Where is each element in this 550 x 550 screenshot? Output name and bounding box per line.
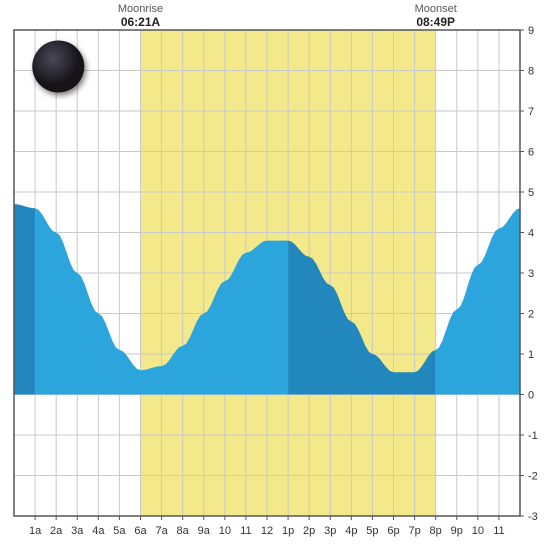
y-tick-label: -3 (528, 511, 538, 523)
x-tick-label: 4a (92, 525, 105, 537)
y-tick-label: 7 (528, 106, 534, 118)
y-tick-label: -2 (528, 471, 538, 483)
x-tick-label: 1a (29, 525, 42, 537)
y-tick-label: 2 (528, 309, 534, 321)
x-tick-label: 8p (430, 525, 442, 537)
moon-icon (32, 40, 84, 92)
x-tick-label: 6p (387, 525, 399, 537)
chart-svg: -3-2-101234567891a2a3a4a5a6a7a8a9a101112… (0, 0, 550, 550)
x-tick-label: 9a (198, 525, 211, 537)
x-tick-label: 2a (50, 525, 63, 537)
x-tick-label: 10 (472, 525, 484, 537)
moonset-time: 08:49P (416, 15, 455, 29)
y-tick-label: 3 (528, 268, 534, 280)
moonrise-time: 06:21A (121, 15, 161, 29)
x-tick-label: 12 (261, 525, 273, 537)
tide-area-dark (14, 204, 35, 394)
x-tick-label: 3a (71, 525, 84, 537)
y-tick-label: 0 (528, 390, 534, 402)
x-tick-label: 8a (177, 525, 190, 537)
x-tick-label: 9p (451, 525, 463, 537)
x-tick-label: 1p (282, 525, 294, 537)
x-tick-label: 4p (345, 525, 357, 537)
x-tick-label: 5a (113, 525, 126, 537)
y-tick-label: -1 (528, 430, 538, 442)
x-tick-label: 2p (303, 525, 315, 537)
y-tick-label: 8 (528, 66, 534, 78)
moonset-title: Moonset (415, 3, 457, 15)
x-tick-label: 6a (134, 525, 147, 537)
y-tick-label: 5 (528, 187, 534, 199)
moonrise-title: Moonrise (118, 3, 163, 15)
y-tick-label: 1 (528, 349, 534, 361)
y-tick-label: 4 (528, 228, 534, 240)
y-tick-label: 9 (528, 25, 534, 37)
x-tick-label: 5p (366, 525, 378, 537)
y-tick-label: 6 (528, 147, 534, 159)
x-tick-label: 11 (493, 525, 504, 537)
tide-moon-chart: { "layout": { "width": 550, "height": 55… (0, 0, 550, 550)
x-tick-label: 11 (240, 525, 251, 537)
x-tick-label: 3p (324, 525, 336, 537)
x-tick-label: 10 (219, 525, 231, 537)
x-tick-label: 7a (155, 525, 168, 537)
x-tick-label: 7p (408, 525, 420, 537)
